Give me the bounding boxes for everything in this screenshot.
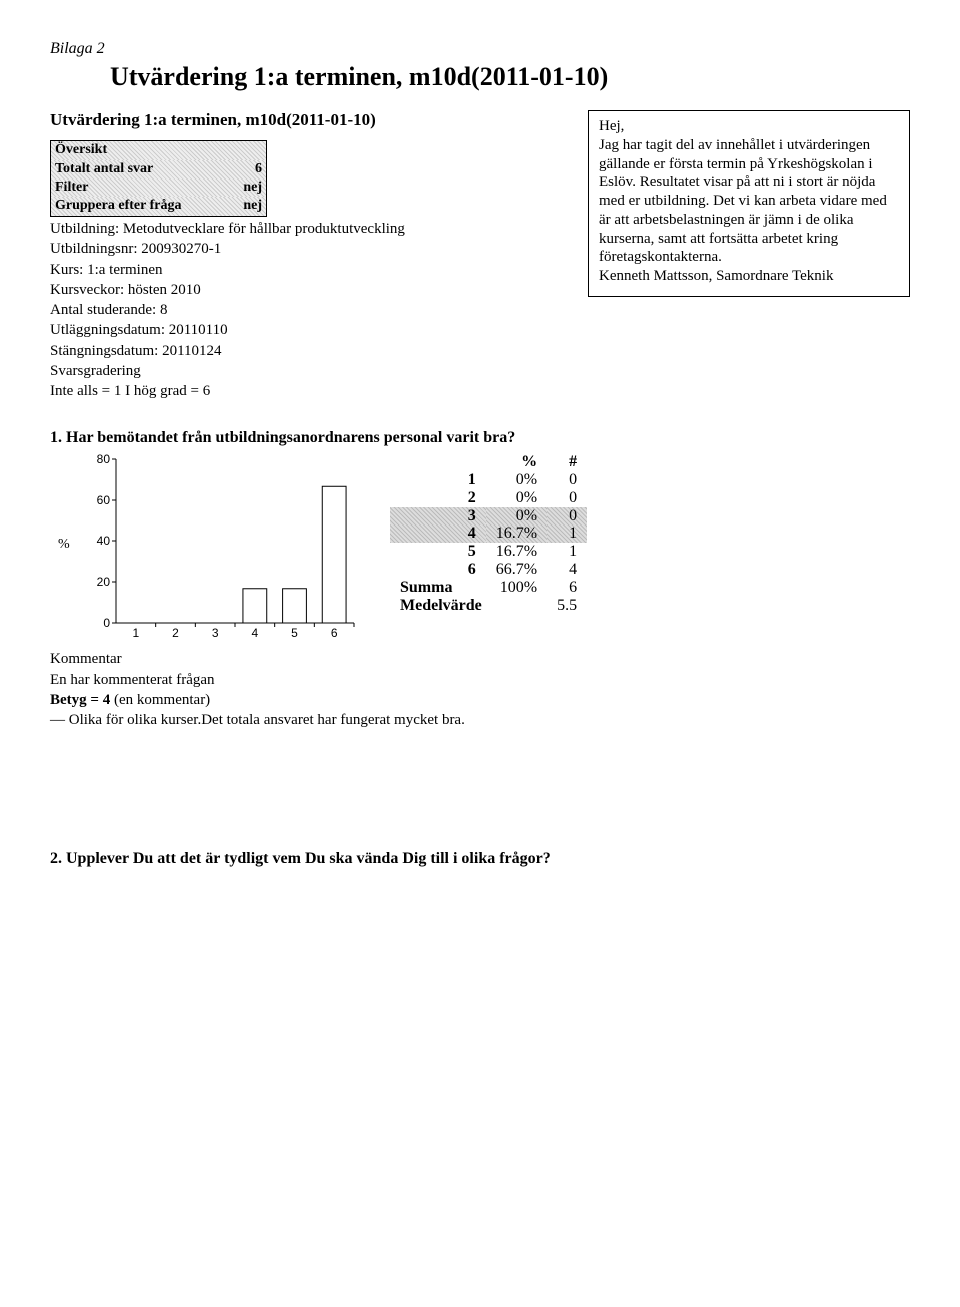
betyg-tail: (en kommentar) <box>110 692 210 708</box>
svg-text:40: 40 <box>97 534 111 548</box>
overview-row-value: nej <box>243 180 262 197</box>
row-num: 0 <box>547 489 587 507</box>
table-row: 666.7%4 <box>390 561 587 579</box>
meta-line: Stängningsdatum: 20110124 <box>50 341 568 361</box>
col-num: # <box>547 453 587 471</box>
overview-row-value: nej <box>243 198 262 215</box>
svg-text:1: 1 <box>132 626 139 640</box>
row-pct: 16.7% <box>486 543 547 561</box>
summa-num: 6 <box>547 579 587 597</box>
meta-line: Utbildningsnr: 200930270-1 <box>50 239 568 259</box>
row-num: 1 <box>547 525 587 543</box>
row-num: 0 <box>547 471 587 489</box>
letter-box: Hej,Jag har tagit del av innehållet i ut… <box>588 110 910 297</box>
overview-row-label: Totalt antal svar <box>55 161 153 178</box>
table-row: 416.7%1 <box>390 525 587 543</box>
meta-line: Utläggningsdatum: 20110110 <box>50 320 568 340</box>
row-label: 6 <box>390 561 486 579</box>
summa-label: Summa <box>390 579 486 597</box>
row-pct: 0% <box>486 507 547 525</box>
q2-title: 2. Upplever Du att det är tydligt vem Du… <box>50 850 910 868</box>
left-column: Utvärdering 1:a terminen, m10d(2011-01-1… <box>50 110 568 401</box>
overview-box: ÖversiktTotalt antal svar6FilternejGrupp… <box>50 140 267 217</box>
comment-betyg: Betyg = 4 (en kommentar) <box>50 690 910 710</box>
q1-bar-chart: 0 20 40 60 80 1 2 3 4 5 6 <box>80 453 360 643</box>
bilaga-label: Bilaga 2 <box>50 40 910 58</box>
svg-text:80: 80 <box>97 453 111 466</box>
meta-line: Inte alls = 1 I hög grad = 6 <box>50 381 568 401</box>
comment-count: En har kommenterat frågan <box>50 670 910 690</box>
row-label: 3 <box>390 507 486 525</box>
row-num: 0 <box>547 507 587 525</box>
meta-line: Kurs: 1:a terminen <box>50 260 568 280</box>
overview-row-label: Filter <box>55 180 88 197</box>
summa-pct: 100% <box>486 579 547 597</box>
mean-empty <box>486 597 547 615</box>
meta-line: Utbildning: Metodutvecklare för hållbar … <box>50 219 568 239</box>
q1-result-table: %#10%020%030%0416.7%1516.7%1666.7%4Summa… <box>390 453 587 615</box>
letter-line: Hej, <box>599 117 899 136</box>
letter-line: Jag har tagit del av innehållet i utvärd… <box>599 136 899 267</box>
q1-table-wrap: %#10%020%030%0416.7%1516.7%1666.7%4Summa… <box>390 453 587 615</box>
table-row: 20%0 <box>390 489 587 507</box>
svg-text:6: 6 <box>331 626 338 640</box>
q1-chart-and-table: % 020406080123456 %#10%020%030%0416.7%15… <box>50 453 910 643</box>
meta-line: Kursveckor: hösten 2010 <box>50 280 568 300</box>
row-label: 4 <box>390 525 486 543</box>
svg-text:60: 60 <box>97 493 111 507</box>
mean-val: 5.5 <box>547 597 587 615</box>
page-title: Utvärdering 1:a terminen, m10d(2011-01-1… <box>110 62 910 92</box>
svg-text:4: 4 <box>251 626 258 640</box>
sub-title: Utvärdering 1:a terminen, m10d(2011-01-1… <box>50 110 568 130</box>
betyg-label: Betyg = 4 <box>50 692 110 708</box>
q1-title: 1. Har bemötandet från utbildningsanordn… <box>50 429 910 447</box>
svg-text:2: 2 <box>172 626 179 640</box>
row-label: 1 <box>390 471 486 489</box>
overview-row: Totalt antal svar 6 <box>51 160 266 179</box>
row-label: 2 <box>390 489 486 507</box>
top-row: Utvärdering 1:a terminen, m10d(2011-01-1… <box>50 110 910 401</box>
overview-row: Gruppera efter fråga nej <box>51 197 266 216</box>
overview-row-value: 6 <box>255 161 262 178</box>
table-row: Medelvärde 5.5 <box>390 597 587 615</box>
svg-text:5: 5 <box>291 626 298 640</box>
comment-heading: Kommentar <box>50 649 910 669</box>
table-row: %# <box>390 453 587 471</box>
comment-body: — Olika för olika kurser.Det totala ansv… <box>50 710 910 730</box>
col-pct: % <box>486 453 547 471</box>
y-axis-label: % <box>58 537 70 553</box>
meta-lines: Utbildning: Metodutvecklare för hållbar … <box>50 219 568 401</box>
letter-line: Kenneth Mattsson, Samordnare Teknik <box>599 267 899 286</box>
table-row: 10%0 <box>390 471 587 489</box>
row-pct: 0% <box>486 471 547 489</box>
cell <box>390 453 486 471</box>
row-pct: 66.7% <box>486 561 547 579</box>
q1-chart-wrap: % 020406080123456 <box>80 453 360 643</box>
overview-row: Översikt <box>51 141 266 160</box>
meta-line: Svarsgradering <box>50 361 568 381</box>
table-row: 516.7%1 <box>390 543 587 561</box>
meta-line: Antal studerande: 8 <box>50 300 568 320</box>
row-num: 4 <box>547 561 587 579</box>
svg-text:20: 20 <box>97 575 111 589</box>
row-num: 1 <box>547 543 587 561</box>
mean-label: Medelvärde <box>390 597 486 615</box>
row-label: 5 <box>390 543 486 561</box>
table-row: Summa100%6 <box>390 579 587 597</box>
overview-row-label: Översikt <box>55 142 107 159</box>
overview-row-label: Gruppera efter fråga <box>55 198 181 215</box>
svg-text:3: 3 <box>212 626 219 640</box>
row-pct: 16.7% <box>486 525 547 543</box>
table-row: 30%0 <box>390 507 587 525</box>
row-pct: 0% <box>486 489 547 507</box>
svg-text:0: 0 <box>103 616 110 630</box>
q1-comment-block: Kommentar En har kommenterat frågan Bety… <box>50 649 910 730</box>
overview-row: Filter nej <box>51 179 266 198</box>
